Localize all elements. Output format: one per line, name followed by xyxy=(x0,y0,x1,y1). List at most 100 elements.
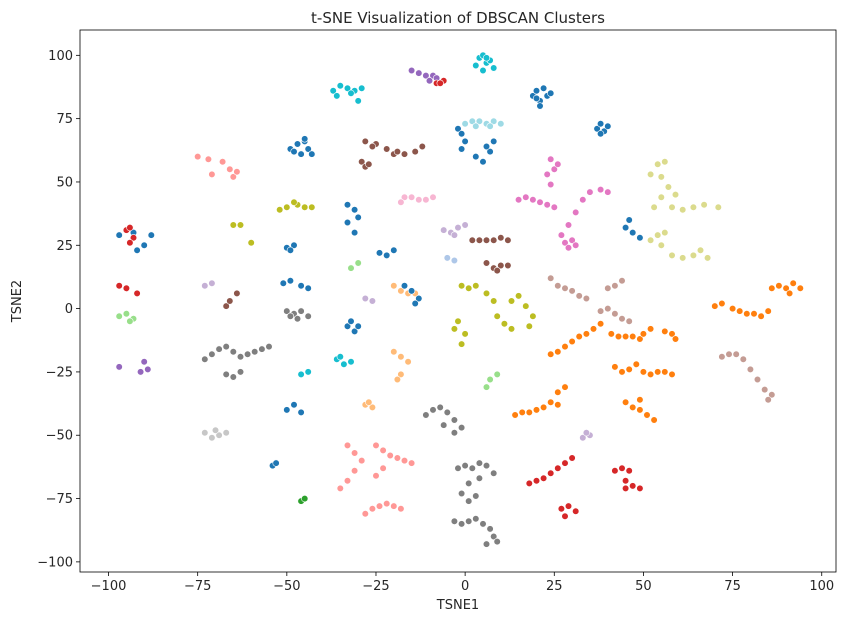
scatter-point xyxy=(657,241,665,249)
scatter-point xyxy=(761,386,769,394)
scatter-point xyxy=(621,332,630,341)
scatter-point xyxy=(115,282,123,290)
scatter-point xyxy=(497,120,505,128)
scatter-point xyxy=(343,218,352,227)
scatter-point xyxy=(679,206,687,214)
scatter-point xyxy=(636,396,644,404)
scatter-point xyxy=(336,353,344,361)
scatter-point xyxy=(458,282,466,290)
scatter-point xyxy=(596,130,605,138)
scatter-point xyxy=(383,145,391,153)
scatter-point xyxy=(133,289,141,298)
scatter-point xyxy=(137,368,145,376)
scatter-point xyxy=(365,160,373,168)
scatter-point xyxy=(229,173,237,181)
scatter-point xyxy=(671,191,680,199)
scatter-point xyxy=(586,188,594,196)
scatter-point xyxy=(383,500,391,508)
scatter-point xyxy=(743,310,751,318)
scatter-point xyxy=(458,520,466,528)
scatter-point xyxy=(636,335,644,343)
scatter-point xyxy=(140,358,148,366)
scatter-point xyxy=(229,373,237,381)
scatter-point xyxy=(408,66,416,75)
scatter-point xyxy=(625,317,633,325)
scatter-point xyxy=(746,365,755,374)
scatter-point xyxy=(575,332,583,341)
scatter-point xyxy=(490,137,498,145)
scatter-point xyxy=(450,429,459,437)
scatter-point xyxy=(450,416,459,424)
scatter-point xyxy=(646,370,655,379)
scatter-point xyxy=(625,216,633,224)
scatter-point xyxy=(465,497,473,505)
scatter-point xyxy=(725,350,733,358)
scatter-point xyxy=(596,186,605,194)
scatter-point xyxy=(796,284,804,292)
scatter-point xyxy=(443,254,451,262)
x-tick-label: 50 xyxy=(635,579,652,594)
scatter-point xyxy=(343,84,352,92)
scatter-point xyxy=(383,251,391,259)
scatter-point xyxy=(236,368,245,376)
scatter-point xyxy=(703,254,712,262)
scatter-point xyxy=(286,277,295,285)
scatter-point xyxy=(458,130,466,138)
scatter-point xyxy=(497,234,505,242)
scatter-point xyxy=(639,368,648,376)
scatter-point xyxy=(468,117,476,125)
scatter-point xyxy=(390,282,398,290)
scatter-point xyxy=(532,87,541,95)
scatter-point xyxy=(226,165,234,173)
scatter-point xyxy=(368,297,377,305)
scatter-point xyxy=(490,297,498,305)
scatter-point xyxy=(397,370,405,379)
scatter-point xyxy=(222,370,230,379)
scatter-point xyxy=(286,246,295,254)
scatter-point xyxy=(607,330,615,338)
scatter-point xyxy=(629,482,637,490)
scatter-point xyxy=(351,206,359,214)
scatter-point xyxy=(554,160,562,168)
scatter-point xyxy=(532,406,541,414)
scatter-point xyxy=(547,398,555,406)
scatter-point xyxy=(379,464,387,472)
scatter-point xyxy=(115,312,123,320)
scatter-point xyxy=(333,92,341,100)
x-tick-label: 25 xyxy=(546,579,563,594)
scatter-point xyxy=(301,135,309,143)
scatter-point xyxy=(411,148,419,156)
scatter-point xyxy=(547,274,555,282)
scatter-point xyxy=(347,358,355,366)
scatter-point xyxy=(301,495,309,503)
scatter-point xyxy=(497,261,505,270)
scatter-point xyxy=(461,330,469,338)
scatter-point xyxy=(229,221,237,229)
scatter-point xyxy=(475,236,484,244)
scatter-point xyxy=(736,307,744,315)
scatter-point xyxy=(550,165,558,173)
scatter-point xyxy=(493,370,501,379)
scatter-point xyxy=(646,236,655,244)
scatter-point xyxy=(422,71,430,80)
scatter-point xyxy=(236,221,245,229)
scatter-point xyxy=(368,142,377,151)
scatter-point xyxy=(479,520,487,528)
y-tick-label: 100 xyxy=(48,49,73,64)
scatter-point xyxy=(668,203,676,211)
y-tick-label: 25 xyxy=(56,239,73,254)
scatter-point xyxy=(454,317,462,325)
scatter-point xyxy=(354,322,362,330)
y-tick-label: 75 xyxy=(56,112,73,127)
scatter-point xyxy=(251,348,259,356)
scatter-point xyxy=(297,282,305,290)
scatter-point xyxy=(475,117,484,125)
scatter-point xyxy=(661,327,669,336)
scatter-point xyxy=(215,431,223,439)
scatter-point xyxy=(361,510,369,518)
scatter-point xyxy=(222,343,230,351)
scatter-point xyxy=(283,307,291,315)
scatter-point xyxy=(115,231,123,239)
scatter-point xyxy=(351,327,359,336)
scatter-point xyxy=(718,353,726,361)
